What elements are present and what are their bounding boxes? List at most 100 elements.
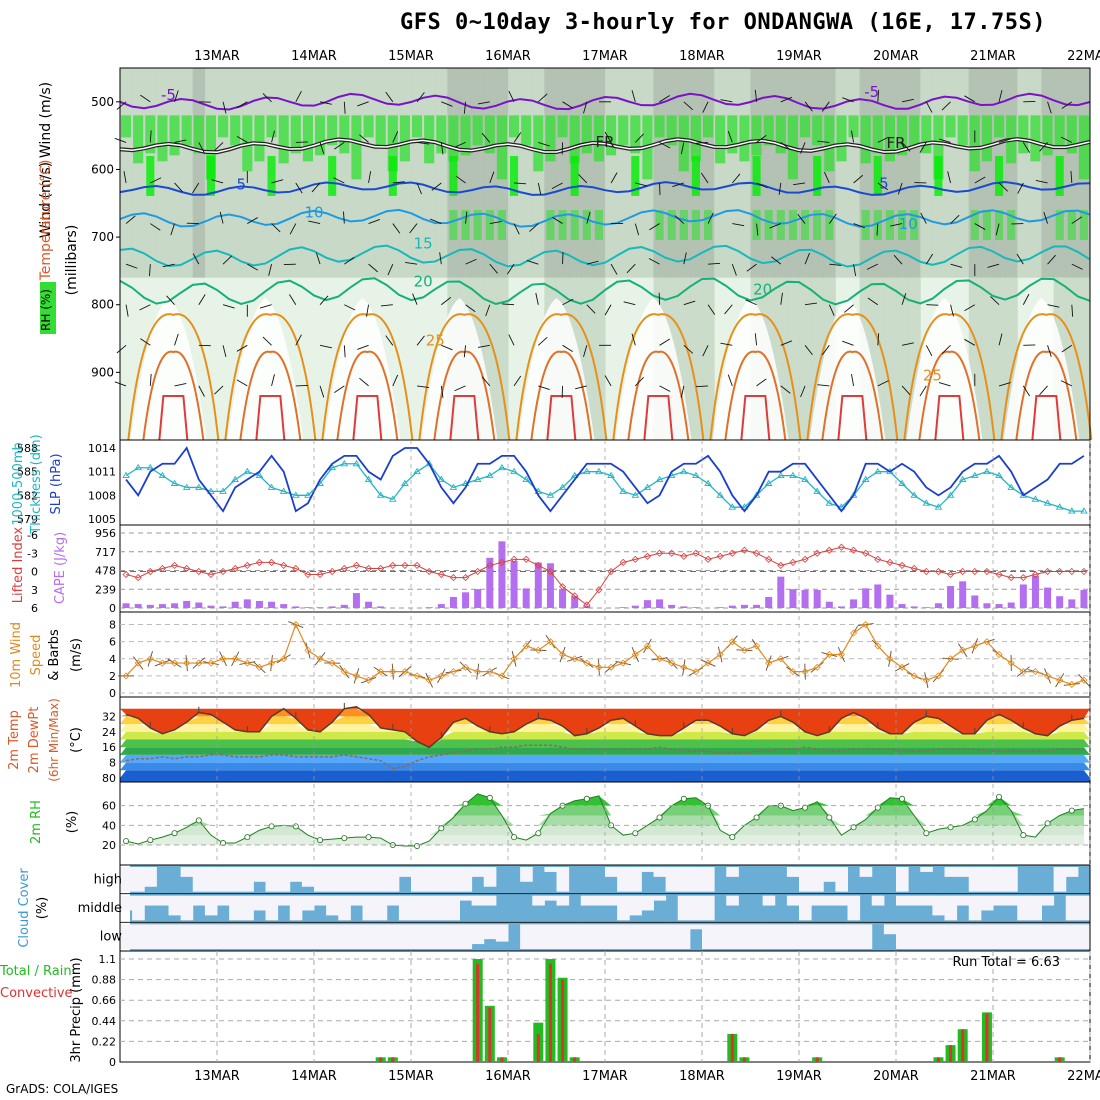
cloud-cell <box>847 924 861 949</box>
rh-green-blob <box>751 115 762 156</box>
cloud-cell <box>447 895 460 921</box>
wind-barb <box>333 177 345 184</box>
rh-shade-column <box>944 68 958 278</box>
rh-shade-column <box>556 68 570 278</box>
cloud-cell <box>289 867 303 882</box>
cloud-cell <box>483 924 497 940</box>
wind-barb <box>583 101 588 114</box>
wind-barb <box>529 223 539 232</box>
rh-green-blob <box>739 115 750 162</box>
cloud-cell <box>920 924 933 949</box>
rh-green-blob <box>449 210 458 241</box>
temperature-contour <box>119 180 1091 196</box>
rh2m-point <box>292 823 299 830</box>
rh-shade-column <box>532 68 545 278</box>
thickness-point <box>401 479 409 486</box>
lifted-index-point <box>364 564 373 573</box>
wind-barb <box>745 299 757 306</box>
y-tick-label: 900 <box>91 365 114 379</box>
rh-shade-column <box>289 68 303 278</box>
lifted-index-point <box>886 558 894 566</box>
cloud-cell <box>314 924 327 949</box>
wind-barb <box>746 263 757 272</box>
cloud-cell <box>580 924 594 949</box>
cloud-cell <box>144 924 157 949</box>
lifted-index-point <box>219 567 227 576</box>
wind-barb <box>359 134 369 143</box>
thickness-point <box>813 487 821 494</box>
lifted-index-point <box>534 561 542 569</box>
lifted-index-point <box>389 561 397 569</box>
rh-green-blob <box>872 115 883 154</box>
rh-green-blob <box>873 155 882 196</box>
rh-green-blob <box>704 210 713 241</box>
cape-bar <box>231 601 239 608</box>
wind-barb <box>477 101 490 105</box>
rh2m-point <box>583 795 590 802</box>
lifted-index-point <box>898 561 906 569</box>
cloud-cell <box>1077 924 1091 949</box>
wind-barb <box>368 219 380 224</box>
wind10-point <box>1007 659 1015 667</box>
cloud-cell <box>495 924 509 942</box>
wind10-point <box>910 672 918 680</box>
wind-barb <box>149 373 152 386</box>
wind-barb <box>247 217 258 224</box>
wind-barb <box>998 382 1011 387</box>
rh2m-point <box>195 817 202 824</box>
wind-barb <box>780 292 783 305</box>
thickness-point <box>498 463 506 471</box>
wind-barb <box>702 345 709 357</box>
lifted-index-point <box>995 570 1003 579</box>
temperature-contour-35 <box>643 395 674 441</box>
thickness-point <box>958 475 967 483</box>
cloud-cell <box>556 895 570 906</box>
temperature-contour-35 <box>449 395 480 441</box>
rh-green-blob <box>449 155 458 196</box>
cloud-cell <box>229 867 242 892</box>
wind-barb <box>289 223 297 235</box>
temperature-contour-25 <box>127 313 220 441</box>
cape-bar <box>352 593 360 608</box>
wind10-point <box>862 620 870 629</box>
cape-bar <box>680 606 688 608</box>
rh-shade-column <box>799 277 812 440</box>
wind-barb <box>720 99 733 103</box>
cloud-cell <box>896 867 909 892</box>
cloud-unit-label: (%) <box>35 897 50 920</box>
wind-barb <box>359 377 369 387</box>
rh-shade-column <box>120 68 133 278</box>
wind-barb <box>800 142 806 154</box>
thickness-point <box>473 475 482 483</box>
wind-barb <box>1061 101 1073 109</box>
temperature-contour-25 <box>709 313 802 441</box>
wind10-point <box>631 650 639 659</box>
contour-label: 10 <box>304 203 323 221</box>
rh-green-blob <box>957 115 968 146</box>
wind-barb <box>412 293 418 305</box>
wind-barb <box>311 182 321 193</box>
rh-green-blob <box>181 115 192 146</box>
wind-barb <box>995 223 1000 236</box>
cloud-cell <box>641 924 654 949</box>
cape-bar <box>753 604 761 608</box>
wind-barb <box>506 263 515 275</box>
thickness-point <box>801 475 809 483</box>
thickness-point <box>510 467 518 475</box>
wind-barb <box>343 211 345 224</box>
wind-barb <box>441 344 453 351</box>
precip-convective-bar <box>985 1013 989 1062</box>
thickness-point <box>874 467 882 475</box>
rh-green-blob <box>898 210 907 241</box>
cape-bar <box>219 606 227 608</box>
cloud-cell <box>168 924 182 949</box>
lifted-index-point <box>874 555 882 563</box>
wind-barb <box>586 260 599 265</box>
lifted-index-point <box>1019 574 1027 582</box>
cloud-cell <box>762 895 776 906</box>
wind-barb <box>392 223 401 234</box>
wind10-point <box>486 668 494 676</box>
rh-shade-column <box>132 68 145 278</box>
rh-shade-column <box>592 277 606 440</box>
cape-bar <box>486 557 494 608</box>
